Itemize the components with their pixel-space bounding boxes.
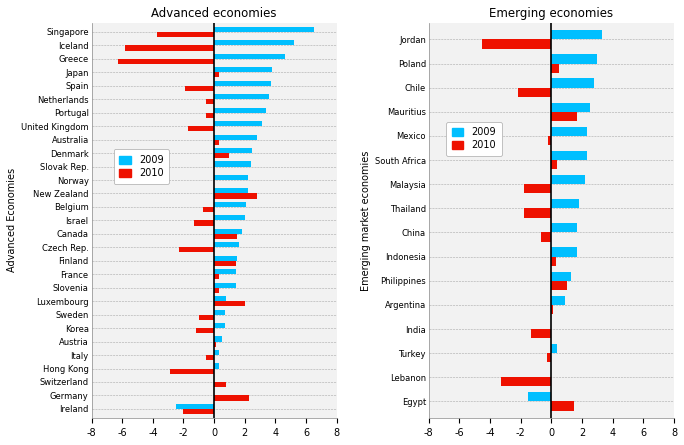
Bar [214, 140, 219, 145]
Bar [214, 94, 269, 99]
Bar [214, 54, 285, 59]
Bar [551, 127, 587, 136]
Bar [551, 344, 557, 353]
Bar [214, 296, 226, 301]
Bar [551, 271, 571, 281]
Bar [188, 126, 214, 131]
Bar [540, 232, 551, 242]
Bar [524, 208, 551, 218]
Bar [214, 269, 235, 274]
Bar [176, 404, 214, 409]
Bar [518, 88, 551, 97]
Bar [549, 136, 551, 145]
Bar [199, 315, 214, 320]
Y-axis label: Emerging market economies: Emerging market economies [360, 150, 371, 291]
Bar [551, 175, 585, 184]
Bar [214, 153, 229, 158]
Bar [551, 257, 556, 266]
Legend: 2009, 2010: 2009, 2010 [114, 150, 169, 184]
Bar [214, 396, 250, 400]
Bar [214, 202, 246, 207]
Bar [214, 310, 225, 315]
Bar [214, 274, 219, 279]
Bar [179, 247, 214, 252]
Bar [185, 86, 214, 91]
Bar [551, 112, 577, 121]
Bar [118, 59, 214, 64]
Bar [214, 148, 252, 153]
Bar [214, 215, 245, 220]
Bar [551, 296, 565, 305]
Bar [125, 45, 214, 50]
Bar [524, 184, 551, 194]
Bar [214, 67, 272, 73]
Bar [551, 160, 557, 169]
Bar [214, 382, 226, 387]
Bar [214, 336, 222, 342]
Bar [551, 78, 594, 88]
Bar [547, 353, 551, 362]
Bar [531, 329, 551, 338]
Bar [214, 73, 219, 77]
Bar [214, 188, 248, 194]
Bar [214, 288, 219, 293]
Y-axis label: Advanced Economies: Advanced Economies [7, 168, 17, 272]
Bar [214, 194, 257, 198]
Bar [207, 113, 214, 118]
Bar [551, 64, 559, 73]
Bar [214, 261, 235, 266]
Bar [183, 409, 214, 414]
Bar [214, 134, 257, 140]
Bar [214, 256, 237, 261]
Title: Advanced economies: Advanced economies [151, 7, 277, 20]
Bar [214, 323, 225, 328]
Bar [214, 175, 248, 180]
Bar [551, 30, 602, 40]
Bar [214, 40, 294, 45]
Bar [551, 54, 597, 64]
Bar [214, 342, 215, 347]
Bar [214, 283, 235, 288]
Title: Emerging economies: Emerging economies [489, 7, 614, 20]
Bar [551, 223, 577, 232]
Bar [214, 162, 251, 166]
Legend: 2009, 2010: 2009, 2010 [446, 121, 501, 156]
Bar [214, 121, 262, 126]
Bar [528, 392, 551, 401]
Bar [214, 108, 266, 113]
Bar [482, 40, 551, 49]
Bar [157, 32, 214, 37]
Bar [203, 207, 214, 212]
Bar [207, 99, 214, 105]
Bar [551, 305, 553, 314]
Bar [501, 377, 551, 386]
Bar [214, 27, 314, 32]
Bar [214, 301, 245, 306]
Bar [170, 368, 214, 374]
Bar [214, 81, 271, 86]
Bar [551, 401, 575, 411]
Bar [214, 242, 239, 247]
Bar [551, 151, 587, 160]
Bar [551, 247, 577, 257]
Bar [214, 350, 219, 355]
Bar [551, 199, 579, 208]
Bar [207, 355, 214, 360]
Bar [194, 220, 214, 226]
Bar [196, 328, 214, 333]
Bar [551, 103, 590, 112]
Bar [214, 234, 237, 239]
Bar [214, 364, 219, 368]
Bar [214, 229, 241, 234]
Bar [551, 281, 566, 290]
